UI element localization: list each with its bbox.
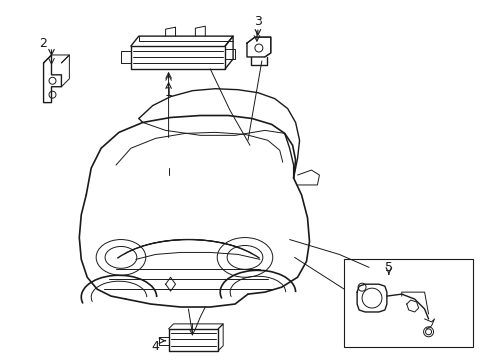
Bar [344, 260, 472, 347]
Text: 2: 2 [40, 37, 47, 50]
Text: 3: 3 [253, 15, 261, 28]
Text: 1: 1 [164, 86, 172, 99]
Text: 4: 4 [151, 340, 159, 353]
Text: 5: 5 [384, 261, 392, 274]
